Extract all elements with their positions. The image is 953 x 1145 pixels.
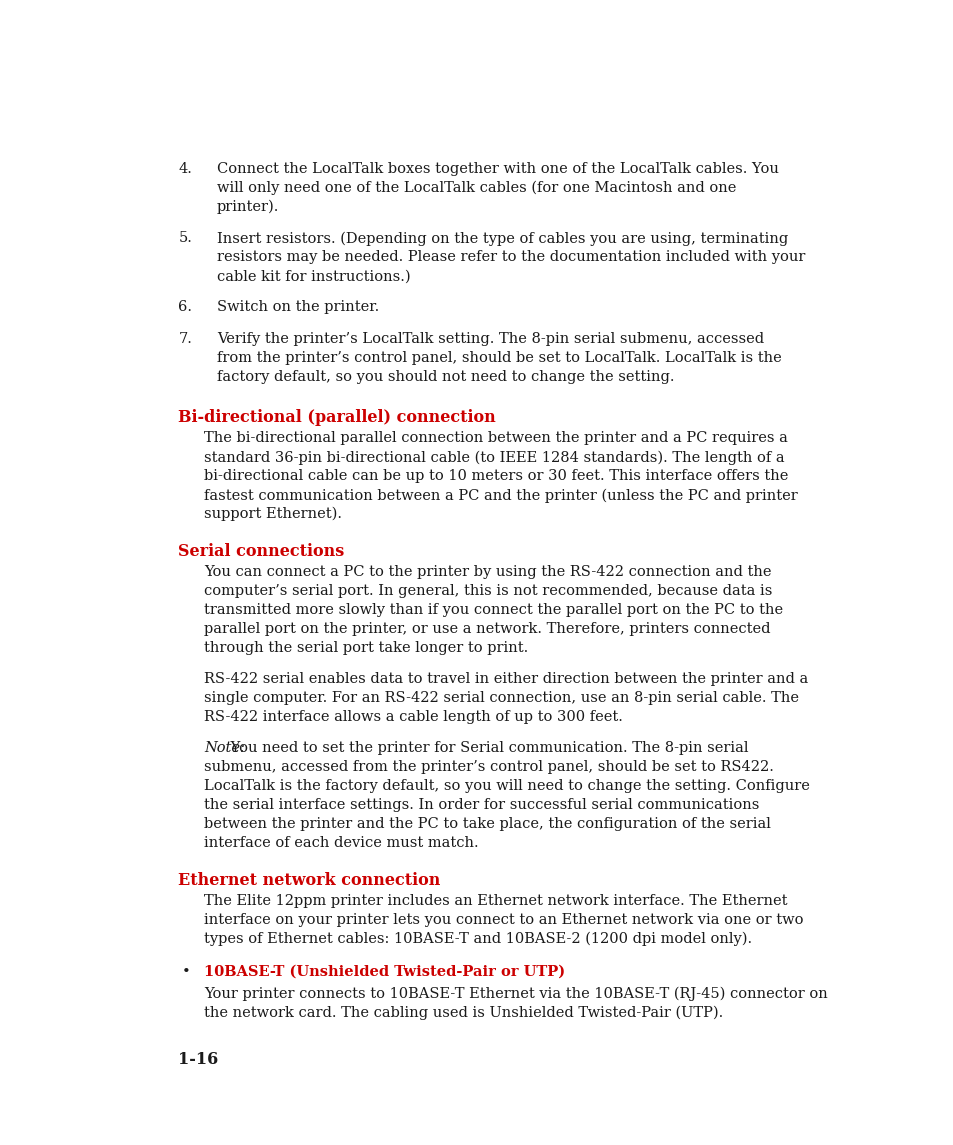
Text: Note:: Note: bbox=[204, 741, 245, 756]
Text: You can connect a PC to the printer by using the RS-422 connection and the: You can connect a PC to the printer by u… bbox=[204, 564, 771, 579]
Text: 10BASE-T (Unshielded Twisted-Pair or UTP): 10BASE-T (Unshielded Twisted-Pair or UTP… bbox=[204, 965, 565, 979]
Text: The Elite 12ppm printer includes an Ethernet network interface. The Ethernet: The Elite 12ppm printer includes an Ethe… bbox=[204, 894, 787, 908]
Text: Ethernet network connection: Ethernet network connection bbox=[178, 872, 440, 889]
Text: support Ethernet).: support Ethernet). bbox=[204, 507, 342, 521]
Text: factory default, so you should not need to change the setting.: factory default, so you should not need … bbox=[216, 370, 674, 384]
Text: transmitted more slowly than if you connect the parallel port on the PC to the: transmitted more slowly than if you conn… bbox=[204, 602, 782, 617]
Text: through the serial port take longer to print.: through the serial port take longer to p… bbox=[204, 641, 528, 655]
Text: RS-422 serial enables data to travel in either direction between the printer and: RS-422 serial enables data to travel in … bbox=[204, 672, 808, 686]
Text: You need to set the printer for Serial communication. The 8-pin serial: You need to set the printer for Serial c… bbox=[226, 741, 748, 756]
Text: RS-422 interface allows a cable length of up to 300 feet.: RS-422 interface allows a cable length o… bbox=[204, 710, 622, 724]
Text: 4.: 4. bbox=[178, 163, 193, 176]
Text: single computer. For an RS-422 serial connection, use an 8-pin serial cable. The: single computer. For an RS-422 serial co… bbox=[204, 690, 799, 705]
Text: 1-16: 1-16 bbox=[178, 1051, 218, 1068]
Text: Your printer connects to 10BASE-T Ethernet via the 10BASE-T (RJ-45) connector on: Your printer connects to 10BASE-T Ethern… bbox=[204, 987, 827, 1001]
Text: 7.: 7. bbox=[178, 332, 193, 346]
Text: parallel port on the printer, or use a network. Therefore, printers connected: parallel port on the printer, or use a n… bbox=[204, 622, 770, 635]
Text: printer).: printer). bbox=[216, 200, 279, 214]
Text: cable kit for instructions.): cable kit for instructions.) bbox=[216, 269, 410, 283]
Text: Connect the LocalTalk boxes together with one of the LocalTalk cables. You: Connect the LocalTalk boxes together wit… bbox=[216, 163, 778, 176]
Text: between the printer and the PC to take place, the configuration of the serial: between the printer and the PC to take p… bbox=[204, 818, 770, 831]
Text: fastest communication between a PC and the printer (unless the PC and printer: fastest communication between a PC and t… bbox=[204, 488, 798, 503]
Text: interface on your printer lets you connect to an Ethernet network via one or two: interface on your printer lets you conne… bbox=[204, 913, 803, 926]
Text: bi-directional cable can be up to 10 meters or 30 feet. This interface offers th: bi-directional cable can be up to 10 met… bbox=[204, 469, 788, 483]
Text: interface of each device must match.: interface of each device must match. bbox=[204, 836, 478, 850]
Text: types of Ethernet cables: 10BASE-T and 10BASE-2 (1200 dpi model only).: types of Ethernet cables: 10BASE-T and 1… bbox=[204, 932, 752, 946]
Text: resistors may be needed. Please refer to the documentation included with your: resistors may be needed. Please refer to… bbox=[216, 251, 804, 264]
Text: 5.: 5. bbox=[178, 231, 193, 245]
Text: submenu, accessed from the printer’s control panel, should be set to RS422.: submenu, accessed from the printer’s con… bbox=[204, 760, 773, 774]
Text: computer’s serial port. In general, this is not recommended, because data is: computer’s serial port. In general, this… bbox=[204, 584, 772, 598]
Text: standard 36-pin bi-directional cable (to IEEE 1284 standards). The length of a: standard 36-pin bi-directional cable (to… bbox=[204, 450, 784, 465]
Text: The bi-directional parallel connection between the printer and a PC requires a: The bi-directional parallel connection b… bbox=[204, 432, 787, 445]
Text: •: • bbox=[182, 965, 191, 979]
Text: 6.: 6. bbox=[178, 300, 193, 315]
Text: Insert resistors. (Depending on the type of cables you are using, terminating: Insert resistors. (Depending on the type… bbox=[216, 231, 787, 246]
Text: will only need one of the LocalTalk cables (for one Macintosh and one: will only need one of the LocalTalk cabl… bbox=[216, 181, 736, 196]
Text: Switch on the printer.: Switch on the printer. bbox=[216, 300, 378, 315]
Text: LocalTalk is the factory default, so you will need to change the setting. Config: LocalTalk is the factory default, so you… bbox=[204, 779, 809, 793]
Text: the serial interface settings. In order for successful serial communications: the serial interface settings. In order … bbox=[204, 798, 759, 812]
Text: Verify the printer’s LocalTalk setting. The 8-pin serial submenu, accessed: Verify the printer’s LocalTalk setting. … bbox=[216, 332, 763, 346]
Text: from the printer’s control panel, should be set to LocalTalk. LocalTalk is the: from the printer’s control panel, should… bbox=[216, 350, 781, 365]
Text: Serial connections: Serial connections bbox=[178, 543, 344, 560]
Text: Bi-directional (parallel) connection: Bi-directional (parallel) connection bbox=[178, 410, 496, 426]
Text: the network card. The cabling used is Unshielded Twisted-Pair (UTP).: the network card. The cabling used is Un… bbox=[204, 1005, 722, 1020]
